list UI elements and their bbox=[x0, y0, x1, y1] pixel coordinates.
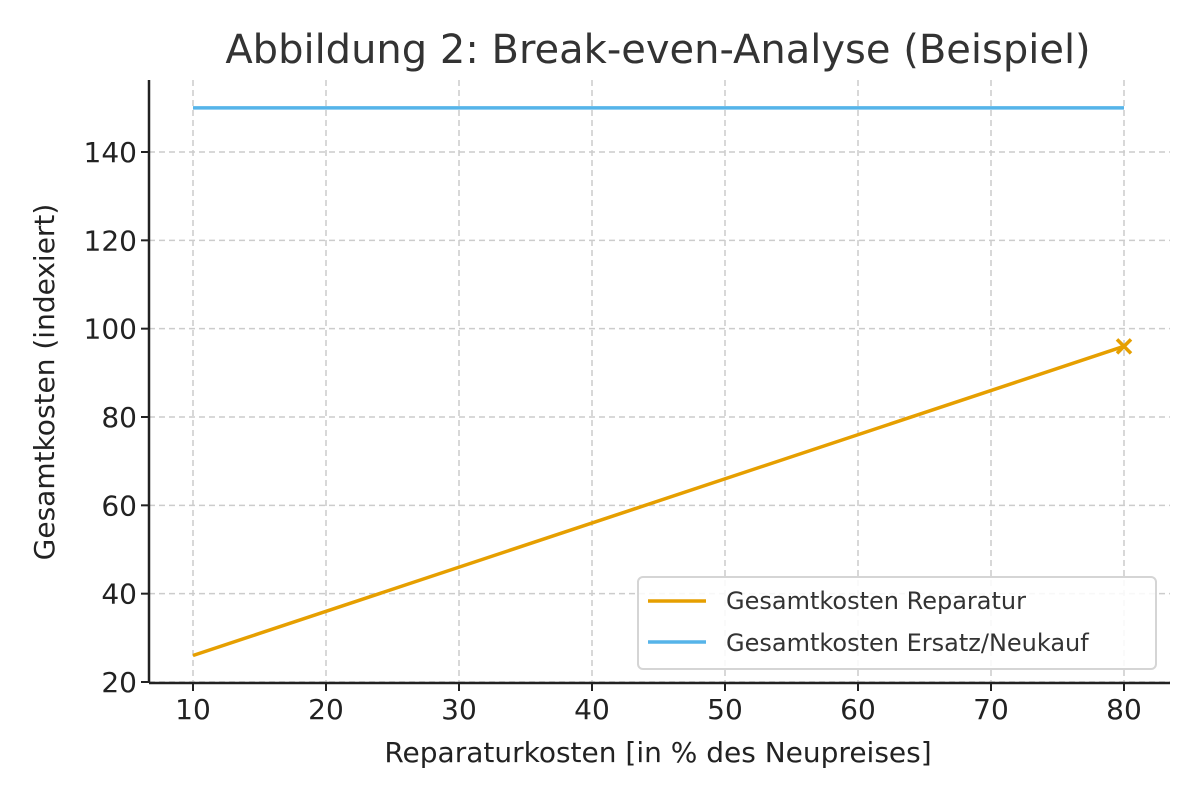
x-tick-label: 60 bbox=[840, 693, 876, 726]
x-tick-label: 50 bbox=[707, 693, 743, 726]
y-tick-label: 40 bbox=[101, 578, 137, 611]
y-tick-label: 20 bbox=[101, 666, 137, 699]
legend-box bbox=[637, 576, 1157, 670]
y-tick-label: 60 bbox=[101, 489, 137, 522]
x-tick-label: 80 bbox=[1106, 693, 1142, 726]
y-tick-label: 100 bbox=[84, 313, 137, 346]
x-tick-label: 20 bbox=[308, 693, 344, 726]
series-line bbox=[192, 344, 1125, 658]
end-marker bbox=[1115, 338, 1133, 355]
legend-label-repair: Gesamtkosten Reparatur bbox=[726, 587, 1026, 615]
x-tick-label: 10 bbox=[175, 693, 211, 726]
y-tick-label: 140 bbox=[84, 136, 137, 169]
x-tick-label: 30 bbox=[441, 693, 477, 726]
y-tick-label: 80 bbox=[101, 401, 137, 434]
x-axis-ticks: 10 20 30 40 50 60 70 80 bbox=[175, 683, 1142, 726]
x-axis-label: Reparaturkosten [in % des Neupreises] bbox=[384, 736, 931, 769]
legend: Gesamtkosten Reparatur Gesamtkosten Ersa… bbox=[637, 576, 1157, 670]
y-tick-label: 120 bbox=[84, 224, 137, 257]
y-axis-label: Gesamtkosten (indexiert) bbox=[28, 204, 61, 561]
data-series bbox=[192, 106, 1133, 658]
x-tick-label: 70 bbox=[973, 693, 1009, 726]
x-tick-label: 40 bbox=[574, 693, 610, 726]
chart-title: Abbildung 2: Break-even-Analyse (Beispie… bbox=[225, 27, 1090, 73]
axes bbox=[147, 80, 1170, 685]
legend-label-replacement: Gesamtkosten Ersatz/Neukauf bbox=[726, 629, 1089, 657]
y-axis-ticks: 20 40 60 80 100 120 140 bbox=[84, 136, 149, 699]
